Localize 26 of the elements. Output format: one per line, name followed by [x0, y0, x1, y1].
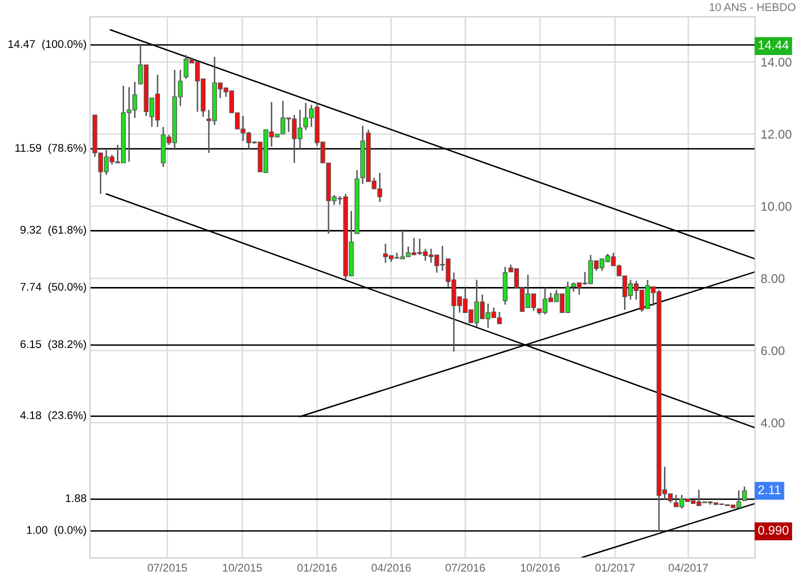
ref-line-label: 1.00 (0.0%): [27, 526, 86, 536]
x-tick-label: 04/2016: [372, 564, 411, 572]
y-tick-label: 8.00: [761, 274, 784, 284]
y-tick-label: 10.00: [762, 202, 792, 211]
x-tick-label: 07/2015: [148, 564, 187, 572]
y-tick-label: 14.00: [762, 58, 792, 67]
ref-line-label: 6.15 (38.2%): [20, 340, 86, 350]
y-tick-label: 6.00: [761, 346, 784, 356]
ref-line-label: 4.18 (23.6%): [20, 411, 86, 422]
x-tick-label: 10/2016: [520, 564, 560, 572]
text: 10 ANS - HEBDO: [710, 3, 796, 12]
annotation: 14.44: [758, 40, 789, 50]
ref-line-label: 7.74 (50.0%): [20, 282, 86, 293]
x-tick-label: 04/2017: [668, 564, 708, 572]
ref-line-label: 14.47 (100.0%): [8, 40, 86, 50]
x-tick-label: 01/2016: [297, 564, 337, 572]
ref-line-label: 1.88: [66, 494, 86, 502]
y-tick-label: 4.00: [760, 418, 784, 428]
x-tick-label: 01/2017: [595, 564, 635, 572]
x-tick-label: 10/2015: [222, 564, 262, 572]
x-tick-label: 07/2016: [446, 564, 485, 572]
ref-line-label: 9.32 (61.8%): [20, 226, 86, 236]
annotation: 0.990: [758, 526, 788, 535]
ref-line-label: 11.59 (78.6%): [15, 144, 86, 154]
y-tick-label: 12.00: [762, 130, 792, 139]
annotation: 2.11: [758, 485, 780, 494]
